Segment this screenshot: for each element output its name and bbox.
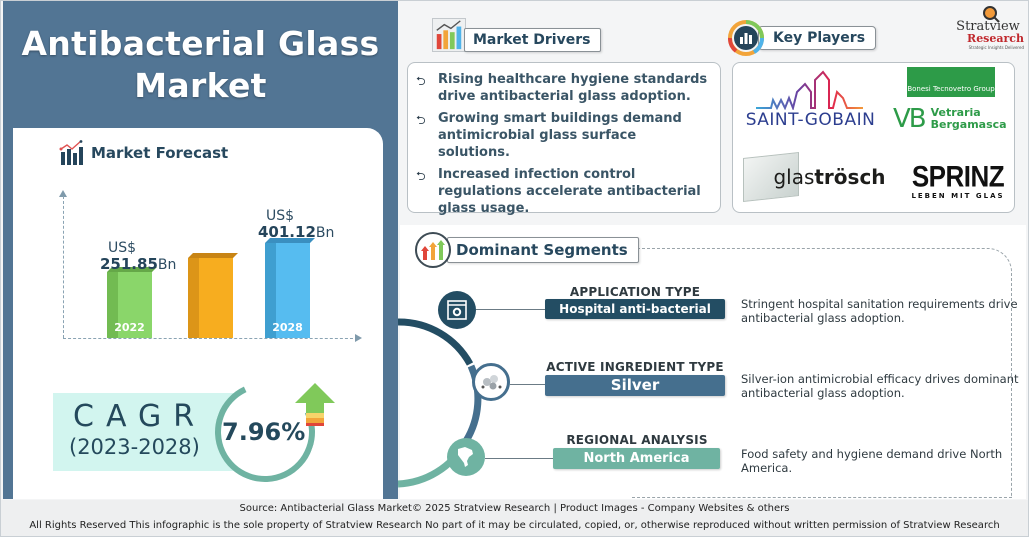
bar-year-label: 2028	[272, 321, 303, 334]
bonesi-tecnovetro-logo: Bonesi Tecnovetro Group	[907, 67, 995, 97]
sprinz-name: SPRINZ	[911, 158, 1005, 193]
title-line-2: Market	[134, 66, 267, 105]
forecast-chart: 2022 US$ 251.85Bn 2028 US$ 401.12Bn	[50, 188, 365, 343]
stratview-brand-logo: Stratview Research Strategic Insights De…	[948, 5, 1028, 50]
segments-dashed-border	[632, 248, 1012, 498]
unit-label: Bn	[157, 257, 177, 273]
connector-line	[485, 458, 555, 459]
key-players-card: SAINT-GOBAIN Bonesi Tecnovetro Group VB …	[732, 62, 1015, 213]
dominant-segments-header: Dominant Segments	[415, 232, 639, 268]
sprinz-logo: SPRINZ LEBEN MIT GLAS	[903, 155, 1013, 205]
settings-window-icon	[438, 291, 476, 329]
cagr-box: CAGR (2023-2028)	[53, 393, 253, 471]
key-players-header: Key Players	[728, 20, 877, 56]
driver-list: ⮌ Rising healthcare hygiene standards dr…	[408, 63, 720, 217]
driver-item: ⮌ Rising healthcare hygiene standards dr…	[416, 71, 710, 105]
connector-line	[476, 309, 546, 310]
connector-line	[510, 384, 546, 385]
bonesi-name: Bonesi Tecnovetro Group	[907, 85, 995, 93]
magnifier-chart-icon	[983, 6, 1000, 23]
segment-type-label: APPLICATION TYPE	[569, 285, 701, 299]
value-label: 251.85	[100, 255, 158, 273]
segment-description: Stringent hospital sanitation requiremen…	[741, 297, 1018, 325]
currency-label: US$	[266, 208, 295, 224]
market-drivers-title: Market Drivers	[464, 28, 602, 52]
bar-2022: 2022	[107, 267, 157, 338]
glas-trosch-logo: glaströsch	[737, 149, 892, 205]
silver-molecule-icon	[472, 363, 510, 401]
growth-bars-icon	[432, 18, 466, 52]
y-axis-arrow	[59, 190, 67, 197]
cagr-period: (2023-2028)	[69, 435, 200, 459]
driver-text: Rising healthcare hygiene standards driv…	[438, 72, 708, 104]
bar-value-label-2022: US$ 251.85Bn	[100, 240, 176, 273]
value-label: 401.12	[258, 223, 316, 241]
glas-text: glas	[773, 165, 815, 189]
rising-arrows-icon	[421, 240, 445, 260]
bar-chart-trend-icon	[59, 140, 83, 165]
brand-tagline: Strategic Insights Delivered	[968, 45, 1024, 50]
trosch-text: trösch	[814, 165, 886, 189]
segment-type-label: ACTIVE INGREDIENT TYPE	[546, 360, 724, 374]
saint-gobain-logo: SAINT-GOBAIN	[733, 65, 888, 135]
forecast-header: Market Forecast	[59, 140, 228, 166]
glas-trosch-name: glaströsch	[773, 165, 885, 189]
cagr-ring-background	[221, 388, 309, 476]
driver-item: ⮌ Growing smart buildings demand antimic…	[416, 110, 710, 161]
segments-icon-circle	[415, 232, 451, 268]
footer-rights: All Rights Reserved This infographic is …	[29, 520, 1000, 531]
footer-source: Source: Antibacterial Glass Market© 2025…	[239, 503, 790, 514]
driver-item: ⮌ Increased infection control regulation…	[416, 166, 710, 217]
driver-text: Growing smart buildings demand antimicro…	[438, 111, 682, 160]
x-axis-arrow	[355, 334, 362, 342]
arrow-bullet-icon: ⮌	[416, 169, 426, 183]
brand-sub: Research	[967, 32, 1024, 45]
driver-text: Increased infection control regulations …	[438, 167, 701, 216]
market-forecast-card: Market Forecast 2022 US$ 251.85Bn	[13, 128, 383, 499]
page-title: Antibacterial Glass Market	[3, 23, 398, 107]
market-drivers-header: Market Drivers	[432, 18, 602, 52]
sprinz-tagline: LEBEN MIT GLAS	[911, 191, 1005, 200]
brand-name: Stratview	[956, 19, 1020, 34]
vetraria-name: Vetraria Bergamasca	[930, 106, 1007, 131]
title-line-1: Antibacterial Glass	[21, 24, 380, 63]
segment-description: Food safety and hygiene demand drive Nor…	[741, 447, 1003, 475]
north-america-map-icon	[447, 438, 485, 476]
saint-gobain-skyline-icon	[755, 70, 863, 110]
segment-value-badge: Hospital anti-bacterial glass	[545, 299, 725, 336]
dominant-segments-title: Dominant Segments	[447, 237, 639, 263]
bar-year-label: 2022	[114, 321, 145, 334]
currency-label: US$	[108, 240, 137, 256]
cagr-label: CAGR	[73, 399, 207, 434]
arrow-bullet-icon: ⮌	[416, 74, 426, 88]
y-axis	[63, 196, 64, 338]
segment-value-badge: North America	[553, 448, 720, 469]
x-axis	[63, 338, 358, 339]
unit-label: Bn	[315, 225, 335, 241]
vb-initials: VB	[893, 104, 927, 134]
arrow-bullet-icon: ⮌	[416, 113, 426, 127]
vetraria-bergamasca-logo: VB Vetraria Bergamasca	[893, 101, 1011, 137]
growth-arrow-icon	[295, 383, 335, 426]
market-drivers-card: ⮌ Rising healthcare hygiene standards dr…	[407, 62, 721, 216]
segment-type-label: REGIONAL ANALYSIS	[566, 433, 708, 447]
segment-description: Silver-ion antimicrobial efficacy drives…	[741, 372, 1019, 400]
bar-2028: 2028	[265, 238, 315, 338]
segment-value-badge: Silver	[545, 375, 725, 396]
bar-middle	[188, 253, 238, 338]
cagr-value: 7.96%	[222, 418, 306, 446]
left-panel-edge	[383, 128, 398, 499]
forecast-title: Market Forecast	[91, 144, 229, 162]
key-players-title: Key Players	[758, 26, 877, 50]
bar-value-label-2028: US$ 401.12Bn	[258, 208, 334, 241]
footer: Source: Antibacterial Glass Market© 2025…	[1, 500, 1028, 536]
pie-chart-icon	[728, 20, 764, 56]
saint-gobain-name: SAINT-GOBAIN	[745, 110, 876, 130]
